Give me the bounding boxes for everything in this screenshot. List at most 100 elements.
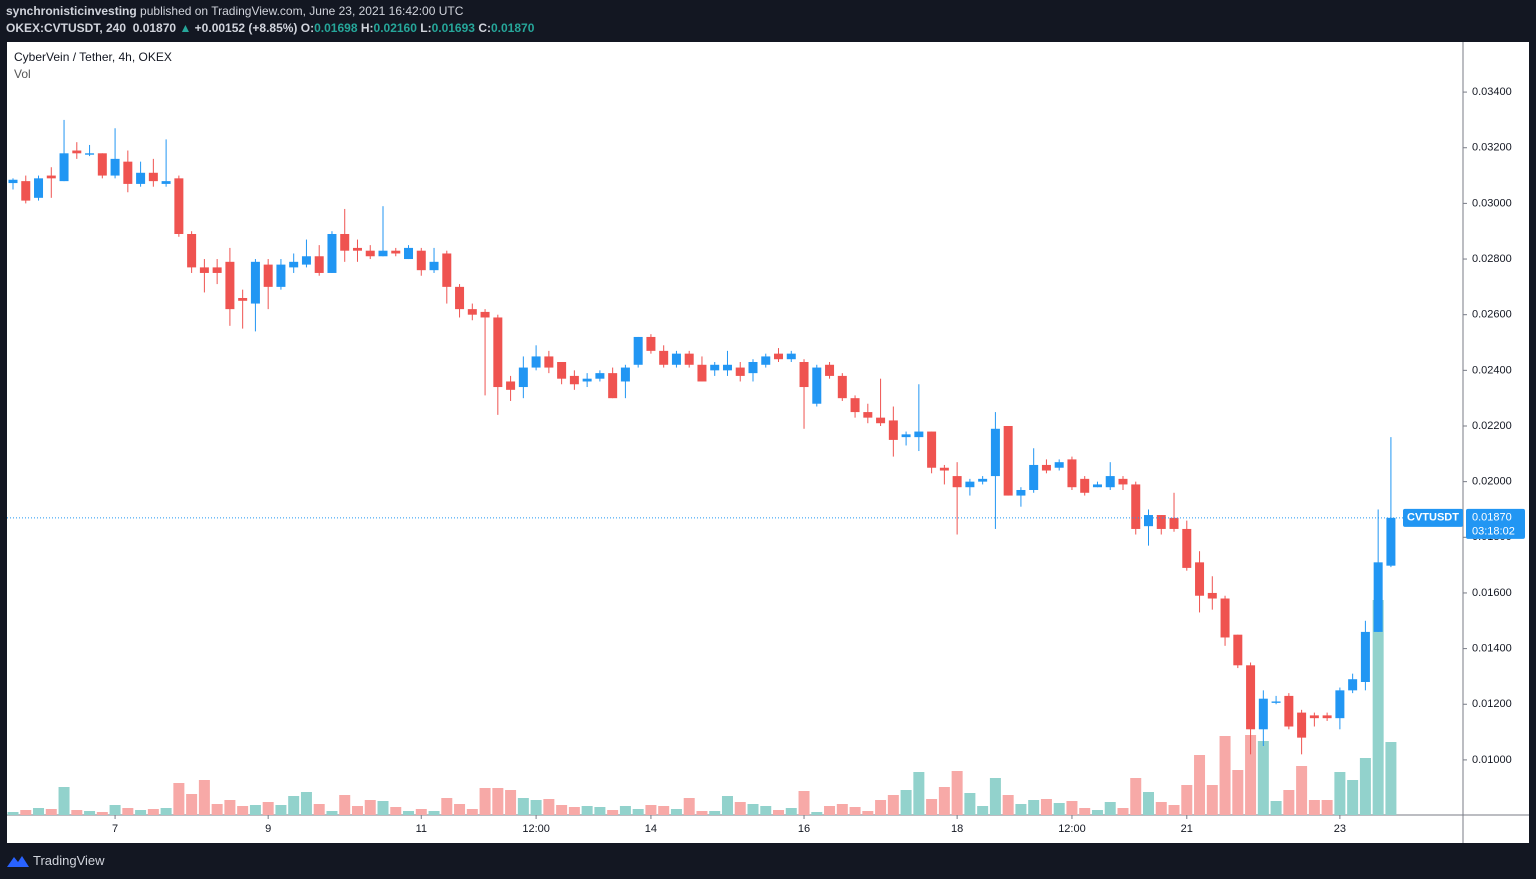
volume-bar [109,805,121,815]
l-label: L: [420,21,432,35]
last: 0.01870 [132,21,177,35]
volume-bar [1130,778,1142,815]
volume-bar [543,799,555,815]
volume-bar [862,811,874,815]
volume-bar [313,804,325,815]
author: synchronisticinvesting [6,4,137,18]
volume-bar [887,795,899,815]
candle-body [225,261,235,310]
volume-bar [1002,795,1014,815]
volume-bar [186,794,198,815]
candle-body [365,250,375,257]
candle-body [1105,476,1115,488]
candle-body [404,247,414,260]
volume-bar [926,799,938,815]
candle-body [199,267,209,273]
candle-body [97,153,107,176]
candle-body [212,267,222,273]
volume-bar [785,808,797,815]
logo [7,856,29,867]
candle-body [1092,484,1102,488]
volume-bar [1181,785,1193,815]
volume-bar [964,793,976,815]
brand[interactable]: TradingView [33,853,105,868]
candle-body [684,353,694,365]
volume-bar [581,806,593,815]
c-label: C: [478,21,491,35]
candle-body [595,373,605,379]
volume-bar [364,800,376,815]
candle-body [812,367,822,404]
volume-bar [1040,799,1052,815]
candle-body [582,378,592,382]
h-label: H: [360,21,374,35]
volume-bar [645,805,657,815]
candle-body [1144,515,1154,527]
volume-bar [747,804,759,815]
volume-bar [58,787,70,815]
candle-body [939,467,949,471]
volume-bar [45,809,57,815]
arrow: ▲ [179,21,192,35]
candle-body [646,336,656,351]
volume-bar [96,812,108,815]
volume-bar [211,804,223,815]
candle-body [1271,701,1281,703]
volume-bar [607,810,619,815]
price-tag [1466,508,1525,539]
candle-body [161,181,171,184]
volume-bar [479,788,491,815]
volume-bar [1219,736,1231,815]
candle-body [1335,690,1345,719]
candle-body [1131,484,1141,529]
candle-body [876,417,886,424]
candle-body [352,247,362,251]
candle-body [927,431,937,468]
candle-body [863,412,873,418]
candle-body [174,178,184,234]
candle-body [480,311,490,318]
candle-body [1156,515,1166,529]
candle-body [825,364,835,376]
x-tick-label: 21 [1181,823,1193,835]
volume-bar [403,811,415,815]
candle-body [34,178,44,198]
volume-bar [262,802,274,815]
candle-body [429,261,439,271]
footer: TradingView [0,843,1536,879]
candle-body [850,398,860,413]
candle-body [276,264,286,287]
x-tick-label: 14 [645,823,657,835]
volume-bar [326,811,338,815]
candle-body [1309,715,1319,719]
y-tick-label: 0.02000 [1472,476,1512,488]
volume-bar [696,811,708,815]
volume-bar [160,808,172,815]
volume-bar [454,804,466,815]
candle-body [250,261,260,304]
volume-bar [275,805,287,815]
volume-bar [1117,808,1129,815]
volume-bar [377,801,389,815]
candle-body [901,434,911,438]
volume-bar [135,810,147,815]
x-tick-label: 12:00 [1058,823,1086,835]
volume-bar [798,791,810,815]
volume-bar [913,772,925,815]
candle-body [671,353,681,365]
candle-body [136,172,146,184]
volume-bar [721,796,733,815]
y-tick-label: 0.02600 [1472,309,1512,321]
candle-body [391,250,401,254]
volume-bar [1334,772,1346,815]
candle-body [148,172,158,182]
y-tick-label: 0.01400 [1472,643,1512,655]
candle-body [990,428,1000,477]
volume-bar [658,806,670,815]
candle-body [1348,679,1358,691]
candle-body [8,179,18,184]
volume-bar [760,806,772,815]
candle-body [518,367,528,388]
volume-bar [1143,792,1155,815]
candle-body [633,336,643,365]
